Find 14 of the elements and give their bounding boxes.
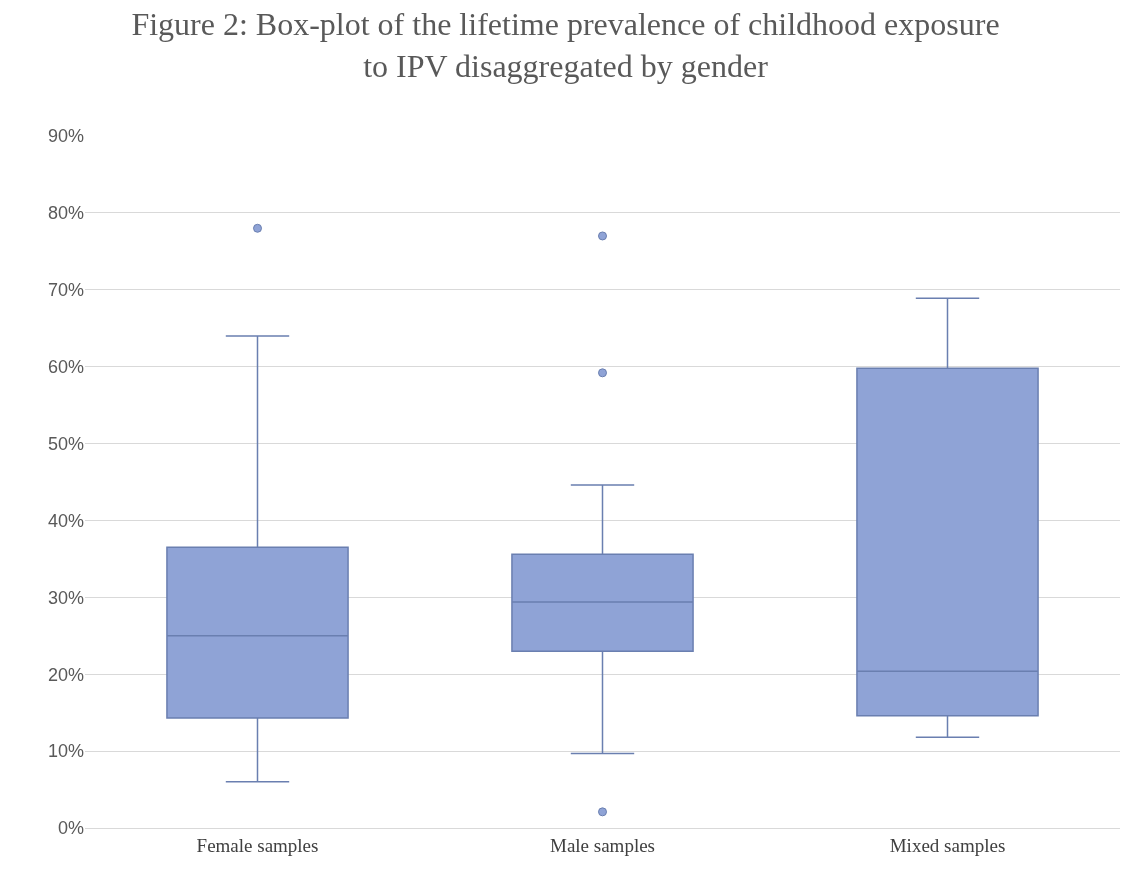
y-tick-label: 10% — [47, 741, 84, 762]
y-tick-label: 30% — [47, 587, 84, 608]
y-tick-label: 20% — [47, 664, 84, 685]
y-tick-label: 50% — [47, 433, 84, 454]
y-tick-label: 70% — [47, 280, 84, 301]
x-tick-label: Male samples — [549, 834, 656, 856]
chart-title: Figure 2: Box-plot of the lifetime prevalence of childhood exposure to IPV disaggregated by gender — [131, 6, 1000, 84]
x-tick-label: Female samples — [196, 834, 319, 856]
y-tick-label: 90% — [47, 126, 84, 147]
x-tick-label: Mixed samples — [889, 834, 1006, 856]
y-tick-label: 40% — [47, 510, 84, 531]
y-tick-label: 60% — [47, 356, 84, 377]
y-tick-label: 80% — [47, 203, 84, 224]
y-tick-label: 0% — [57, 818, 84, 839]
